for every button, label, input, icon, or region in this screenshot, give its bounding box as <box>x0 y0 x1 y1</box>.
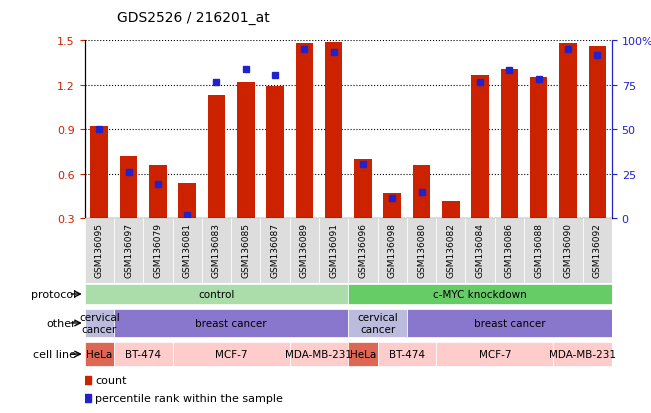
Bar <box>290 342 348 366</box>
Bar <box>378 219 407 283</box>
Bar <box>260 219 290 283</box>
Bar <box>348 342 378 366</box>
Bar <box>173 342 290 366</box>
Bar <box>114 342 173 366</box>
Text: GSM136086: GSM136086 <box>505 222 514 277</box>
Bar <box>325 43 342 219</box>
Bar <box>85 219 114 283</box>
Text: GSM136096: GSM136096 <box>359 222 367 277</box>
Text: breast cancer: breast cancer <box>473 318 546 328</box>
Text: GSM136091: GSM136091 <box>329 222 338 277</box>
Bar <box>231 219 260 283</box>
Text: GSM136084: GSM136084 <box>476 222 484 277</box>
Bar <box>530 78 547 219</box>
Text: GSM136082: GSM136082 <box>447 222 455 277</box>
Bar <box>149 166 167 219</box>
Text: GSM136089: GSM136089 <box>300 222 309 277</box>
Text: MDA-MB-231: MDA-MB-231 <box>286 349 352 359</box>
Text: GSM136092: GSM136092 <box>593 222 602 277</box>
Text: percentile rank within the sample: percentile rank within the sample <box>95 393 283 403</box>
Bar <box>524 219 553 283</box>
Bar <box>495 219 524 283</box>
Bar <box>465 219 495 283</box>
Text: MCF-7: MCF-7 <box>215 349 247 359</box>
Text: GSM136079: GSM136079 <box>154 222 162 277</box>
Text: GDS2526 / 216201_at: GDS2526 / 216201_at <box>117 11 270 25</box>
Bar <box>378 342 436 366</box>
Bar <box>143 219 173 283</box>
Bar <box>559 44 577 219</box>
Text: GSM136097: GSM136097 <box>124 222 133 277</box>
Text: cervical
cancer: cervical cancer <box>357 312 398 334</box>
Text: control: control <box>199 289 234 299</box>
Text: BT-474: BT-474 <box>389 349 425 359</box>
Text: cervical
cancer: cervical cancer <box>79 312 120 334</box>
Text: count: count <box>95 375 127 385</box>
Text: BT-474: BT-474 <box>125 349 161 359</box>
Bar <box>442 201 460 219</box>
Text: other: other <box>46 318 76 328</box>
Bar <box>583 219 612 283</box>
Bar <box>120 157 137 219</box>
Bar <box>436 342 553 366</box>
Text: GSM136087: GSM136087 <box>271 222 279 277</box>
Bar <box>471 75 489 219</box>
Bar <box>553 342 612 366</box>
Text: MCF-7: MCF-7 <box>478 349 511 359</box>
Bar <box>114 219 143 283</box>
Text: MDA-MB-231: MDA-MB-231 <box>549 349 616 359</box>
Bar <box>208 96 225 219</box>
Bar <box>266 87 284 219</box>
Bar <box>407 309 612 337</box>
Text: protocol: protocol <box>31 289 76 299</box>
Bar <box>553 219 583 283</box>
Bar <box>348 284 612 304</box>
Text: cell line: cell line <box>33 349 76 359</box>
Bar <box>90 127 108 219</box>
Bar <box>383 194 401 219</box>
Text: GSM136081: GSM136081 <box>183 222 191 277</box>
Text: GSM136095: GSM136095 <box>95 222 104 277</box>
Bar <box>290 219 319 283</box>
Bar <box>319 219 348 283</box>
Bar <box>85 342 114 366</box>
Bar <box>348 309 407 337</box>
Bar <box>237 83 255 219</box>
Text: HeLa: HeLa <box>86 349 113 359</box>
Text: GSM136080: GSM136080 <box>417 222 426 277</box>
Text: HeLa: HeLa <box>350 349 376 359</box>
Text: breast cancer: breast cancer <box>195 318 267 328</box>
Bar <box>178 183 196 219</box>
Bar <box>173 219 202 283</box>
Bar <box>407 219 436 283</box>
Bar <box>348 219 378 283</box>
Text: GSM136088: GSM136088 <box>534 222 543 277</box>
Text: c-MYC knockdown: c-MYC knockdown <box>433 289 527 299</box>
Bar <box>589 47 606 219</box>
Bar <box>114 309 348 337</box>
Text: GSM136090: GSM136090 <box>564 222 572 277</box>
Bar <box>85 284 348 304</box>
Bar <box>501 69 518 219</box>
Bar <box>413 166 430 219</box>
Text: GSM136083: GSM136083 <box>212 222 221 277</box>
Bar <box>202 219 231 283</box>
Text: GSM136085: GSM136085 <box>242 222 250 277</box>
Bar <box>85 309 114 337</box>
Text: GSM136098: GSM136098 <box>388 222 396 277</box>
Bar <box>296 44 313 219</box>
Bar <box>354 160 372 219</box>
Bar <box>436 219 465 283</box>
